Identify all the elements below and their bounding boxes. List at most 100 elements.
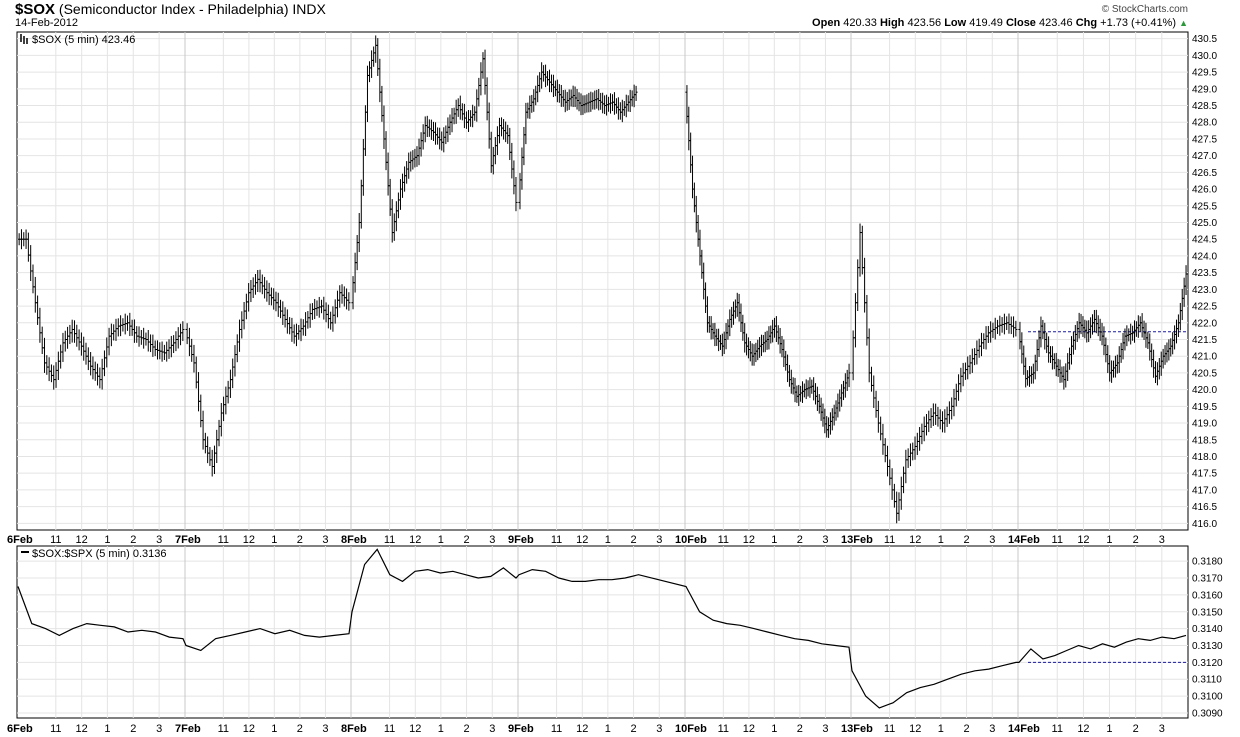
x-tick-label-day: 10Feb — [675, 723, 707, 735]
close-value: 423.46 — [1039, 17, 1073, 29]
y-tick-label: 0.3110 — [1192, 675, 1222, 686]
x-tick-label-day: 10Feb — [675, 534, 707, 546]
x-tick-label-hour: 11 — [718, 723, 729, 735]
chart-header: $SOX (Semiconductor Index - Philadelphia… — [0, 0, 1240, 30]
y-tick-label: 417.5 — [1192, 469, 1217, 480]
x-tick-label-hour: 1 — [271, 723, 277, 735]
y-tick-label: 421.5 — [1192, 335, 1217, 346]
x-tick-label-hour: 2 — [297, 534, 303, 546]
x-tick-label-hour: 11 — [218, 723, 229, 735]
x-tick-label-hour: 12 — [1077, 534, 1089, 546]
exchange: INDX — [292, 1, 326, 17]
x-tick-label-hour: 2 — [964, 723, 970, 735]
x-tick-label-hour: 1 — [938, 723, 944, 735]
x-tick-label-hour: 12 — [1077, 723, 1089, 735]
y-tick-label: 0.3090 — [1192, 708, 1223, 719]
y-tick-label: 418.5 — [1192, 435, 1217, 446]
y-tick-label: 421.0 — [1192, 352, 1217, 363]
symbol-description: (Semiconductor Index - Philadelphia) — [58, 1, 289, 17]
x-tick-label-hour: 1 — [605, 723, 611, 735]
y-tick-label: 419.5 — [1192, 402, 1217, 413]
x-tick-label-hour: 1 — [938, 534, 944, 546]
x-tick-label-hour: 11 — [50, 534, 61, 546]
x-tick-label-hour: 11 — [884, 534, 895, 546]
x-tick-label-hour: 11 — [1052, 723, 1063, 735]
y-tick-label: 422.5 — [1192, 302, 1217, 313]
low-value: 419.49 — [969, 17, 1003, 29]
plot-area — [16, 31, 1189, 531]
chart-title: $SOX (Semiconductor Index - Philadelphia… — [15, 1, 326, 18]
x-tick-label-hour: 11 — [384, 534, 395, 546]
x-tick-label-hour: 1 — [771, 534, 777, 546]
y-tick-label: 429.0 — [1192, 84, 1217, 95]
x-tick-label-hour: 11 — [551, 534, 562, 546]
x-tick-label-day: 9Feb — [508, 534, 534, 546]
x-tick-label-hour: 2 — [1133, 723, 1139, 735]
bar-chart-icon — [20, 34, 28, 44]
legend-label: $SOX:$SPX (5 min) 0.3136 — [32, 548, 167, 560]
x-tick-label-day: 8Feb — [341, 534, 367, 546]
close-label: Close — [1005, 17, 1036, 29]
x-tick-label-hour: 3 — [989, 534, 995, 546]
x-tick-label-hour: 12 — [909, 723, 921, 735]
open-label: Open — [812, 17, 841, 29]
x-tick-label-hour: 12 — [243, 534, 255, 546]
x-tick-label-hour: 11 — [551, 723, 562, 735]
y-tick-label: 423.5 — [1192, 268, 1217, 279]
x-tick-label-hour: 3 — [656, 534, 662, 546]
y-tick-label: 0.3100 — [1192, 692, 1223, 703]
y-tick-label: 423.0 — [1192, 285, 1217, 296]
x-tick-label-day: 7Feb — [175, 534, 201, 546]
x-tick-label-day: 7Feb — [175, 723, 201, 735]
y-tick-label: 0.3170 — [1192, 574, 1223, 585]
x-tick-label-hour: 2 — [964, 534, 970, 546]
x-tick-label-hour: 2 — [631, 534, 637, 546]
y-tick-label: 416.0 — [1192, 519, 1217, 530]
x-tick-label-hour: 1 — [771, 723, 777, 735]
ratio-series-line — [17, 548, 1187, 709]
y-tick-label: 425.0 — [1192, 218, 1217, 229]
x-tick-label-hour: 11 — [718, 534, 729, 546]
y-tick-label: 0.3120 — [1192, 658, 1223, 669]
y-tick-label: 428.5 — [1192, 101, 1217, 112]
x-tick-label-hour: 1 — [271, 534, 277, 546]
y-tick-label: 429.5 — [1192, 68, 1217, 79]
x-tick-label-hour: 12 — [409, 534, 421, 546]
y-tick-label: 0.3130 — [1192, 641, 1223, 652]
copyright: © StockCharts.com — [1101, 4, 1188, 15]
x-tick-label-hour: 3 — [489, 723, 495, 735]
x-tick-label-day: 14Feb — [1008, 534, 1040, 546]
x-tick-label-hour: 2 — [130, 723, 136, 735]
x-tick-label-hour: 12 — [576, 534, 588, 546]
x-tick-label-hour: 2 — [797, 534, 803, 546]
y-tick-label: 425.5 — [1192, 201, 1217, 212]
y-tick-label: 419.0 — [1192, 419, 1217, 430]
x-tick-label-hour: 2 — [797, 723, 803, 735]
x-tick-label-day: 8Feb — [341, 723, 367, 735]
x-tick-label-hour: 11 — [218, 534, 229, 546]
x-tick-label-hour: 3 — [989, 723, 995, 735]
x-tick-label-hour: 1 — [438, 534, 444, 546]
x-tick-label-hour: 12 — [909, 534, 921, 546]
y-tick-label: 427.0 — [1192, 151, 1217, 162]
x-tick-label-hour: 1 — [438, 723, 444, 735]
x-tick-label-hour: 11 — [384, 723, 395, 735]
x-tick-label-day: 6Feb — [7, 723, 33, 735]
y-tick-label: 0.3140 — [1192, 624, 1223, 635]
y-tick-label: 0.3180 — [1192, 557, 1223, 568]
x-tick-label-hour: 12 — [243, 723, 255, 735]
chg-value: +1.73 (+0.41%) — [1100, 17, 1177, 29]
open-value: 420.33 — [843, 17, 877, 29]
x-tick-label-hour: 3 — [322, 723, 328, 735]
x-tick-label-hour: 12 — [743, 723, 755, 735]
chg-label: Chg — [1075, 17, 1098, 29]
x-tick-label-hour: 2 — [464, 534, 470, 546]
y-tick-label: 417.0 — [1192, 485, 1217, 496]
x-tick-label-hour: 3 — [156, 534, 162, 546]
x-tick-label-hour: 11 — [1052, 534, 1063, 546]
x-tick-label-hour: 3 — [1159, 534, 1165, 546]
x-tick-label-hour: 3 — [656, 723, 662, 735]
y-tick-label: 424.5 — [1192, 235, 1217, 246]
low-label: Low — [944, 17, 967, 29]
ratio-panel: 0.3090 0.3100 0.3110 0.3120 0.3130 0.3140 0.31… — [7, 545, 1223, 735]
